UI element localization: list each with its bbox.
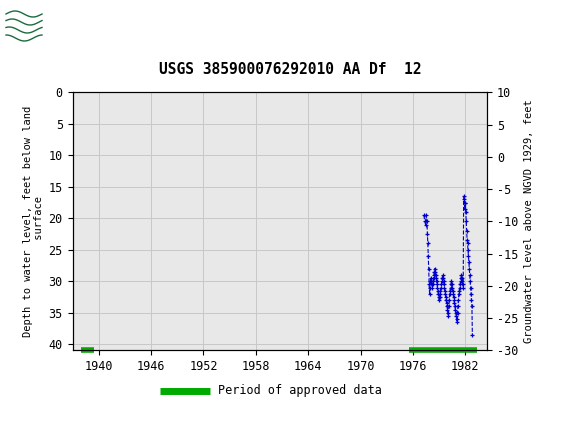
Y-axis label: Depth to water level, feet below land
 surface: Depth to water level, feet below land su… [23, 106, 44, 337]
Y-axis label: Groundwater level above NGVD 1929, feet: Groundwater level above NGVD 1929, feet [524, 100, 534, 343]
Text: Period of approved data: Period of approved data [218, 384, 382, 397]
FancyBboxPatch shape [5, 4, 43, 46]
Text: USGS 385900076292010 AA Df  12: USGS 385900076292010 AA Df 12 [159, 61, 421, 77]
Text: USGS: USGS [52, 15, 112, 34]
